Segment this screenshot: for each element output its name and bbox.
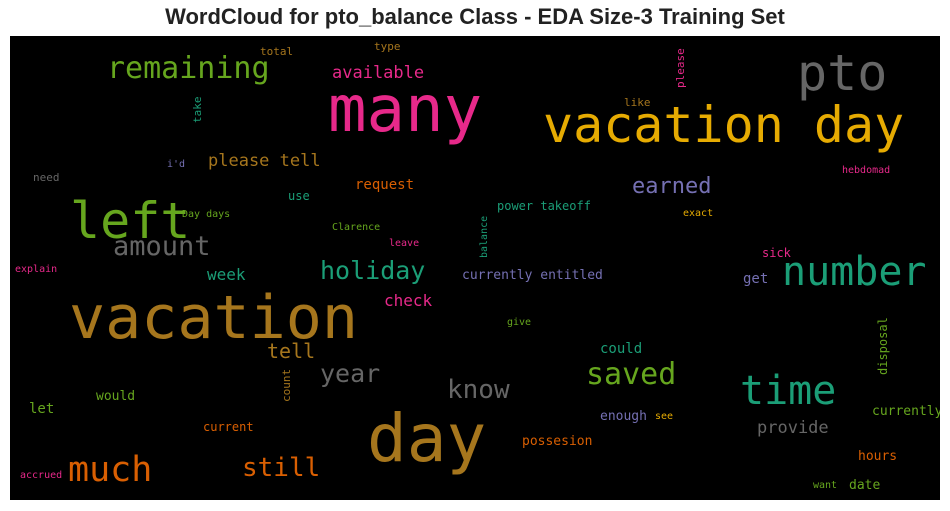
word-know: know	[447, 375, 510, 405]
word-accrued: accrued	[20, 470, 63, 481]
word-number: number	[782, 249, 927, 295]
word-currently-entitled: currently entitled	[462, 268, 603, 283]
word-saved: saved	[586, 357, 677, 392]
word-check: check	[384, 291, 433, 310]
word-could: could	[600, 341, 643, 357]
word-amount: amount	[113, 231, 211, 262]
word-possesion: possesion	[522, 434, 593, 449]
word-holiday: holiday	[320, 256, 426, 285]
word-available: available	[332, 63, 425, 83]
word-type: type	[374, 40, 401, 53]
word-day: day	[367, 400, 487, 477]
word-leave: leave	[389, 238, 420, 249]
word-request: request	[355, 177, 415, 193]
word-enough: enough	[600, 409, 647, 424]
word-i-d: i'd	[167, 159, 186, 170]
word-provide: provide	[757, 418, 829, 438]
word-get: get	[743, 271, 769, 287]
word-exact: exact	[683, 208, 714, 219]
word-vacation: vacation	[69, 283, 358, 353]
word-power-takeoff: power takeoff	[497, 199, 591, 213]
word-pto: pto	[797, 44, 888, 102]
word-sick: sick	[762, 246, 791, 260]
word-give: give	[507, 317, 532, 328]
word-hours: hours	[858, 449, 898, 464]
word-disposal: disposal	[876, 317, 890, 375]
word-day-days: Day days	[182, 209, 231, 220]
word-want: want	[813, 480, 838, 491]
word-week: week	[207, 265, 246, 284]
word-vacation-day: vacation day	[543, 96, 905, 154]
word-tell: tell	[267, 339, 316, 363]
word-still: still	[242, 453, 321, 483]
word-remaining: remaining	[107, 51, 270, 86]
word-date: date	[849, 478, 881, 493]
word-earned: earned	[632, 174, 712, 199]
word-many: many	[328, 73, 483, 147]
word-please-tell: please tell	[208, 151, 321, 171]
word-much: much	[68, 450, 153, 490]
word-time: time	[740, 368, 837, 414]
word-current: current	[203, 420, 254, 434]
word-cloud: many vacation day pto remaining available tot…	[10, 36, 940, 500]
word-year: year	[320, 359, 381, 388]
word-hebdomad: hebdomad	[842, 165, 891, 176]
word-please: please	[674, 48, 687, 88]
word-let: let	[29, 401, 55, 417]
word-explain: explain	[15, 264, 58, 275]
word-use: use	[288, 189, 310, 203]
word-left: left	[70, 192, 191, 250]
word-clarence: Clarence	[332, 222, 381, 233]
chart-title: WordCloud for pto_balance Class - EDA Si…	[165, 4, 785, 29]
word-need: need	[33, 171, 60, 184]
word-currently: currently	[872, 404, 940, 419]
word-see: see	[655, 411, 674, 422]
word-would: would	[96, 389, 136, 404]
word-take: take	[191, 96, 204, 124]
word-count: count	[280, 368, 293, 402]
word-like: like	[624, 96, 651, 109]
word-balance: balance	[479, 215, 490, 258]
word-total: total	[260, 45, 294, 58]
